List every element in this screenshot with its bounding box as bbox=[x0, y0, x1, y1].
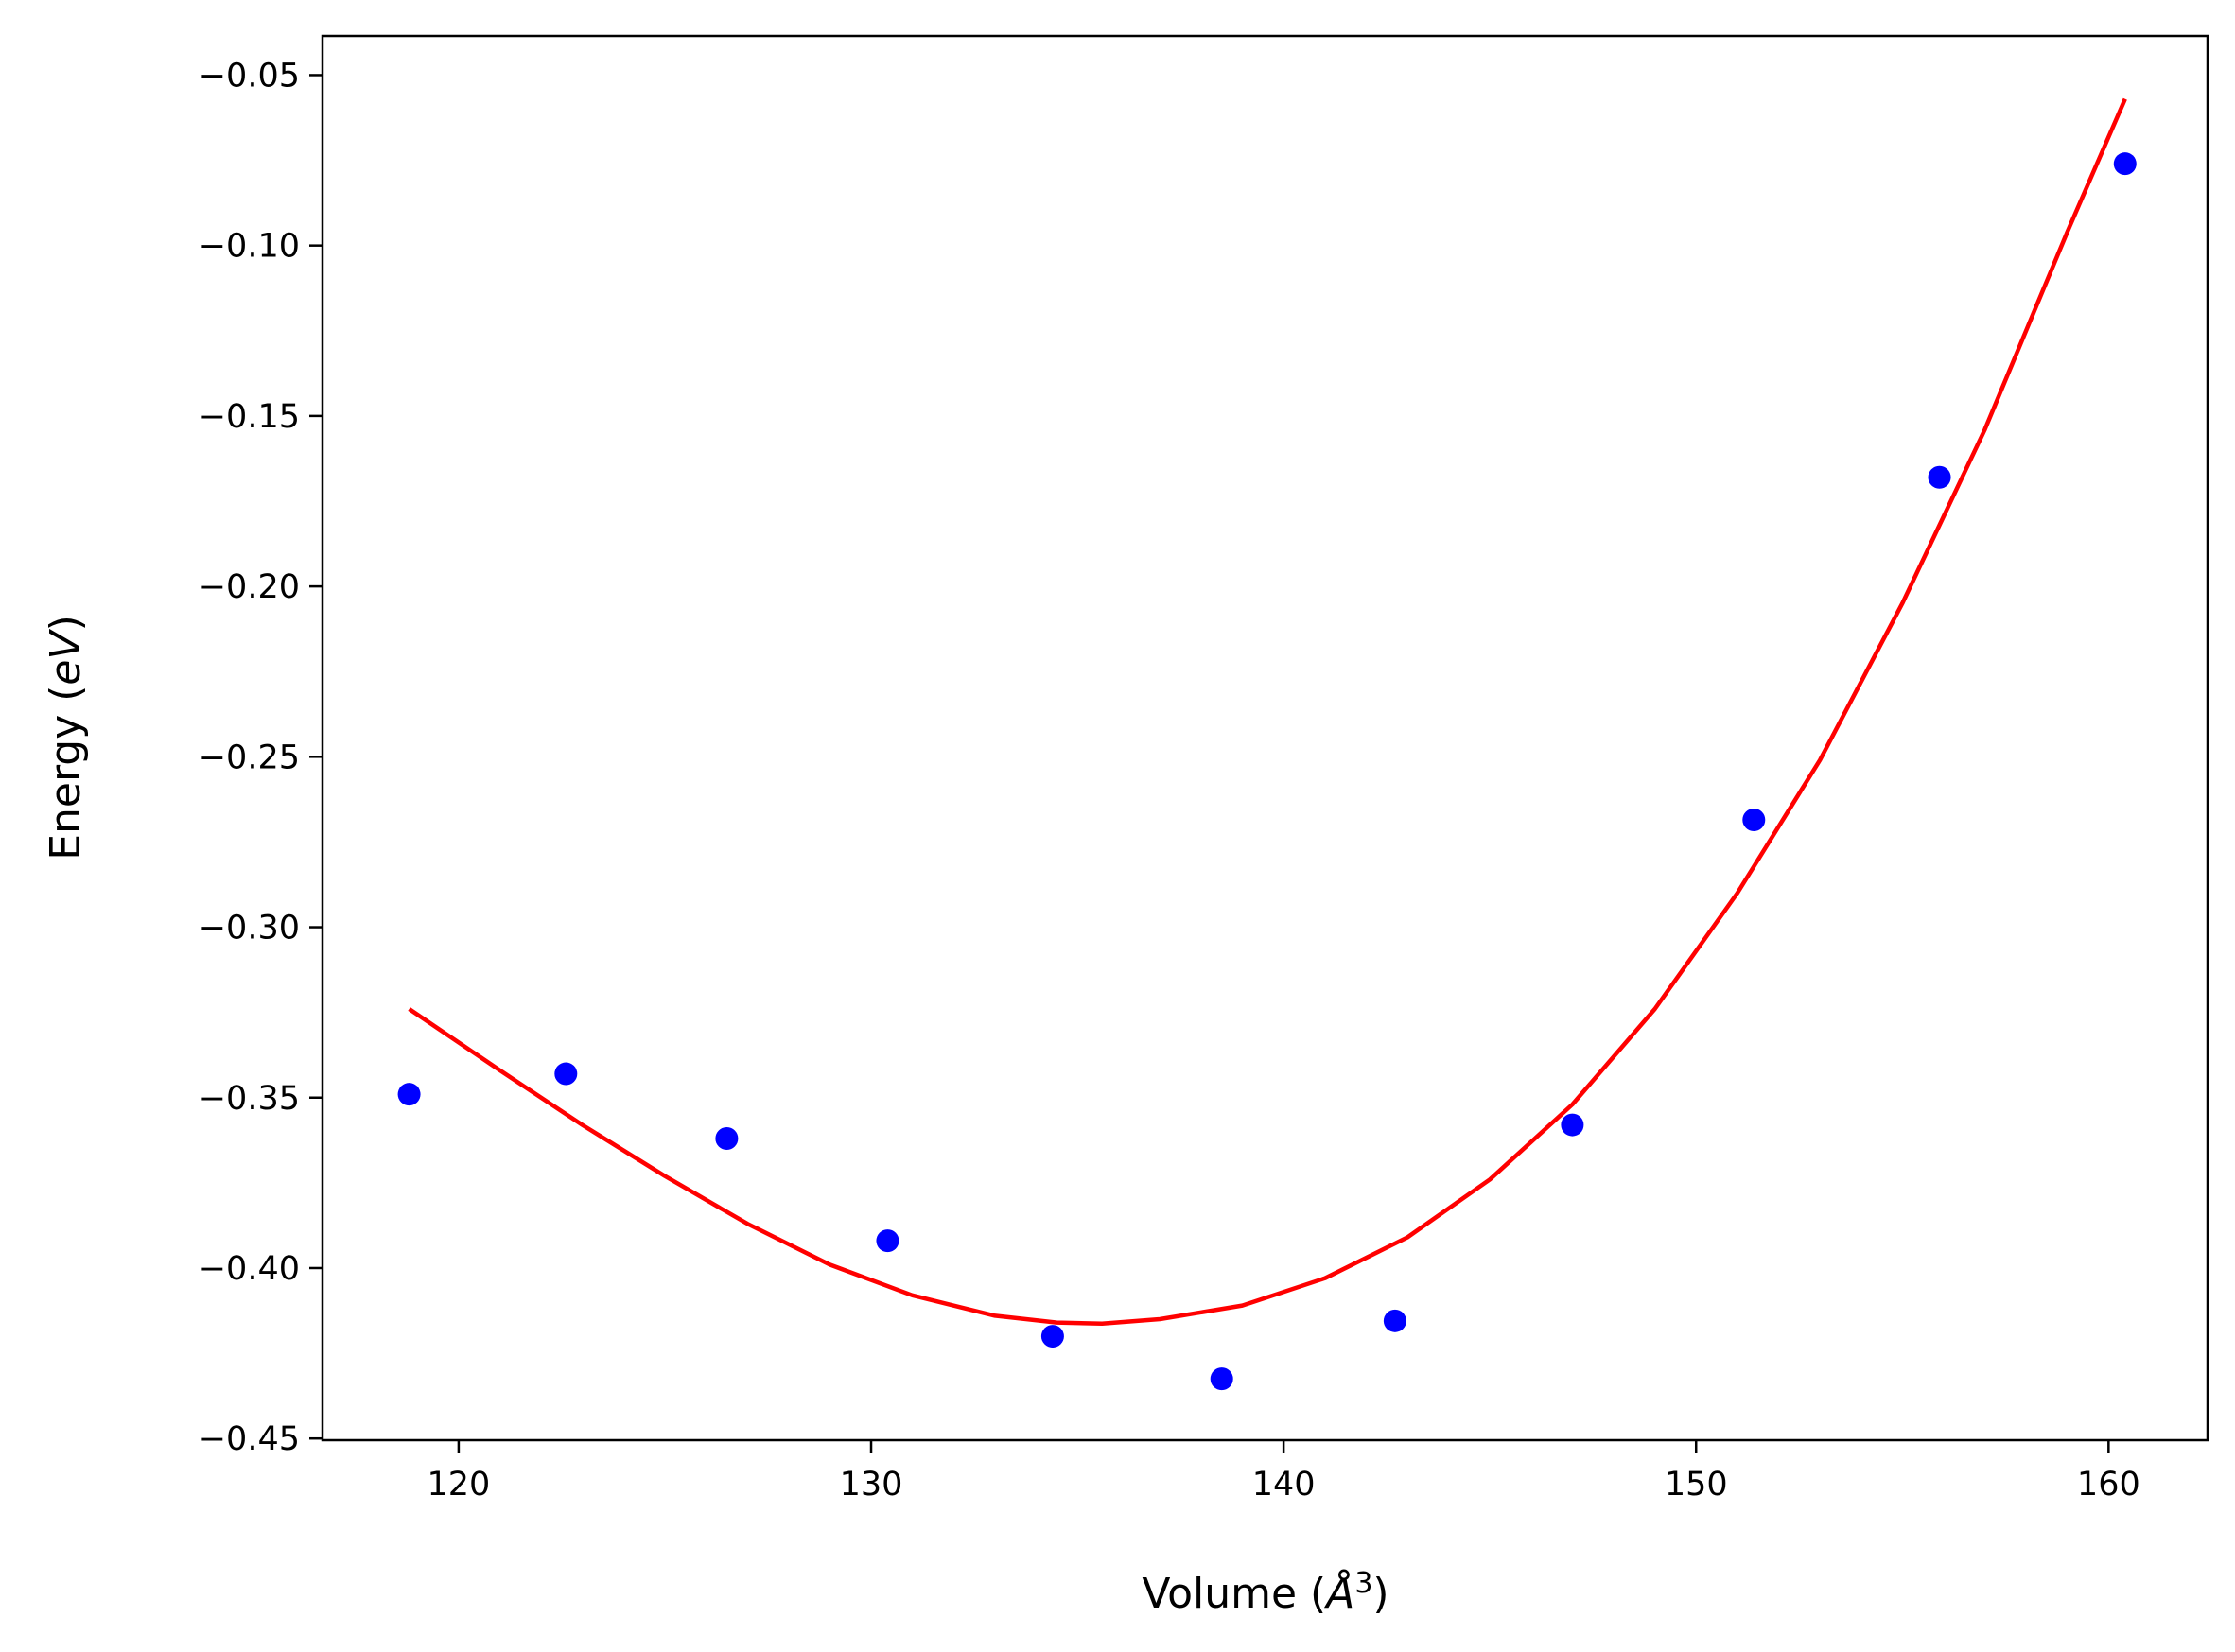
data-point bbox=[876, 1229, 899, 1253]
y-tick-label: −0.45 bbox=[199, 1420, 300, 1458]
data-point bbox=[397, 1083, 421, 1106]
y-tick-label: −0.35 bbox=[199, 1080, 300, 1118]
x-tick-label: 150 bbox=[1665, 1466, 1728, 1504]
y-axis: −0.05 −0.10 −0.15 −0.20 −0.25 −0.30 −0.35 −0.40… bbox=[199, 57, 323, 1458]
axes-frame bbox=[321, 34, 2209, 1442]
data-point bbox=[1210, 1367, 1233, 1391]
fit-curve bbox=[408, 97, 2127, 1326]
y-axis-label: Energy (eV) bbox=[42, 615, 90, 861]
y-tick-label: −0.20 bbox=[199, 568, 300, 606]
data-point bbox=[1928, 465, 1951, 489]
x-axis-label: Volume (Å3) bbox=[1142, 1567, 1388, 1618]
y-tick-label: −0.30 bbox=[199, 910, 300, 948]
data-point bbox=[554, 1062, 578, 1086]
x-tick-label: 130 bbox=[840, 1466, 903, 1504]
x-tick-label: 160 bbox=[2077, 1466, 2140, 1504]
plot-area bbox=[397, 97, 2137, 1391]
data-point bbox=[1742, 809, 1766, 832]
data-point bbox=[715, 1127, 739, 1151]
y-tick-label: −0.40 bbox=[199, 1250, 300, 1288]
y-tick-label: −0.05 bbox=[199, 57, 300, 95]
x-tick-label: 120 bbox=[428, 1466, 491, 1504]
data-point bbox=[1561, 1113, 1584, 1137]
x-tick-label: 140 bbox=[1252, 1466, 1316, 1504]
data-point bbox=[1383, 1309, 1406, 1332]
y-tick-label: −0.25 bbox=[199, 739, 300, 776]
data-point bbox=[1040, 1325, 1064, 1348]
data-point bbox=[2113, 152, 2137, 176]
y-tick-label: −0.15 bbox=[199, 398, 300, 436]
x-axis: 120 130 140 150 160 bbox=[428, 1440, 2140, 1504]
y-tick-label: −0.10 bbox=[199, 228, 300, 266]
